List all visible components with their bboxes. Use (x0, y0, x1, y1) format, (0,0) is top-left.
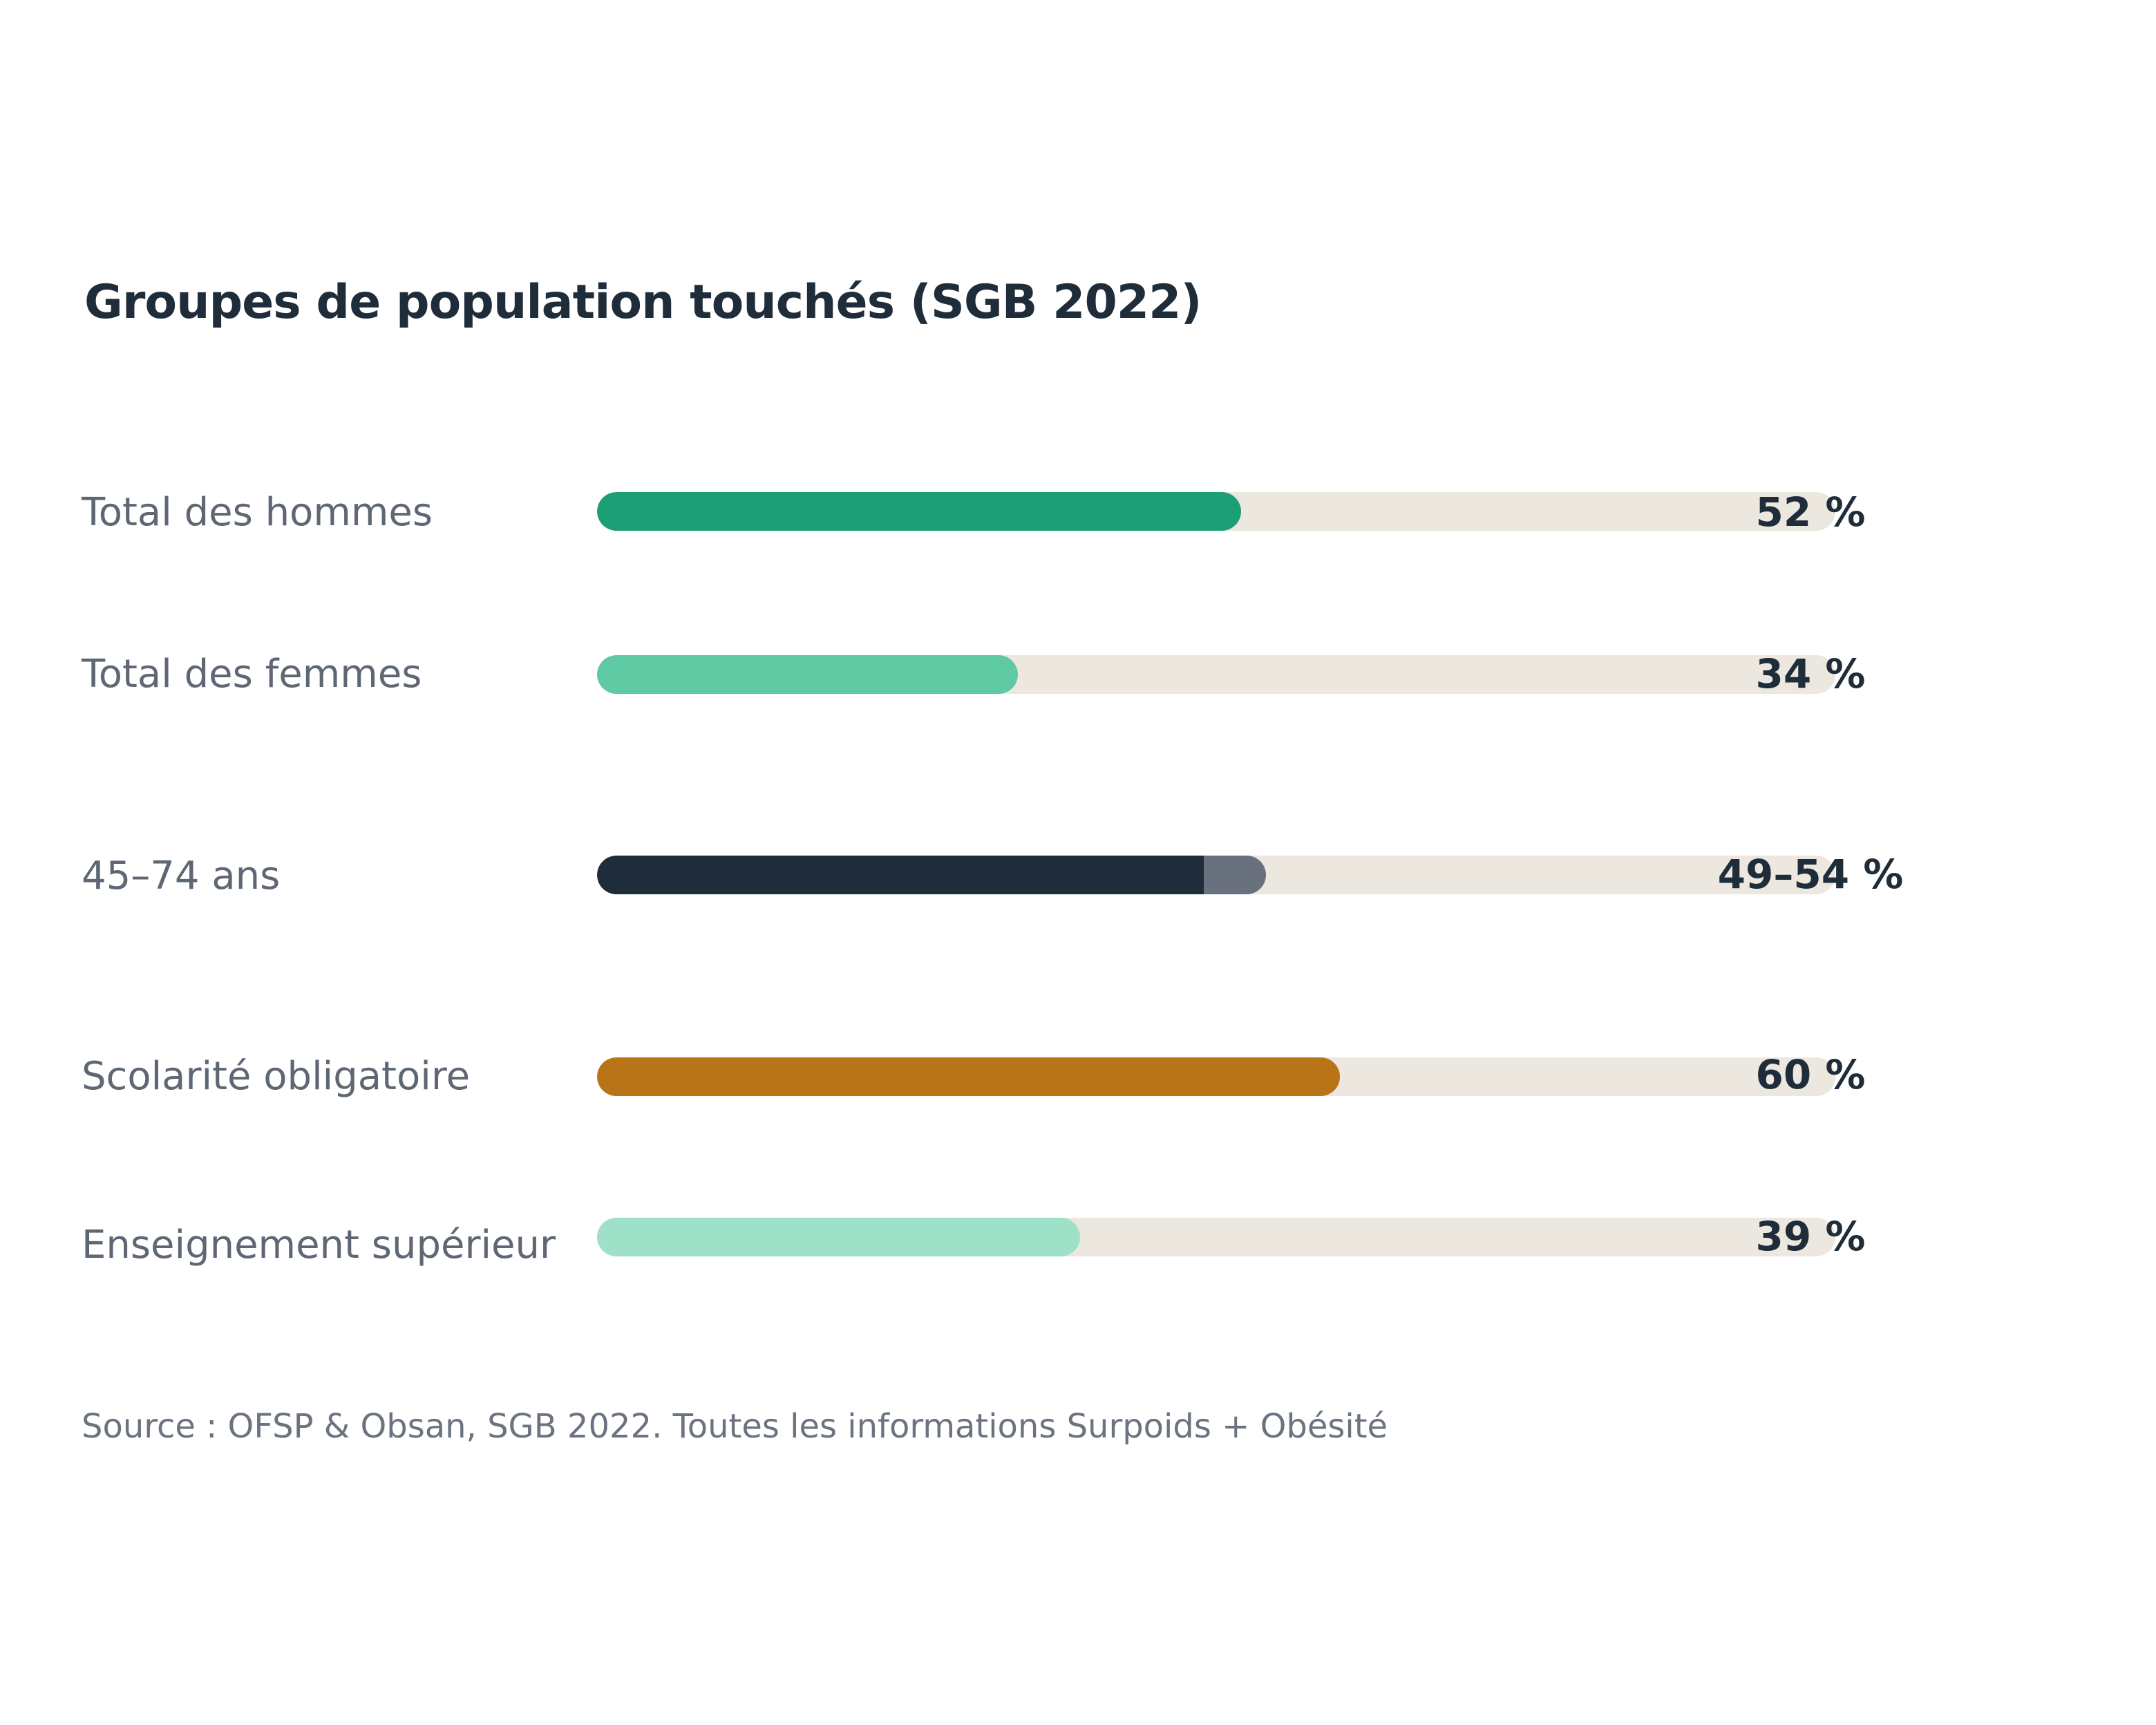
bar-label: Scolarité obligatoire (82, 1054, 471, 1099)
bar-track (597, 492, 1835, 531)
bar-value-label: 39 % (1755, 1213, 1866, 1260)
bar-track (597, 856, 1835, 894)
bar-fill (597, 1218, 1080, 1256)
source-note: Source : OFSP & Obsan, SGB 2022. Toutes … (82, 1407, 1388, 1446)
bar-track (597, 1218, 1835, 1256)
bar-fill (597, 655, 1019, 694)
bar-label: Enseignement supérieur (82, 1223, 556, 1267)
bar-value-label: 60 % (1755, 1051, 1866, 1098)
bar-track (597, 1057, 1835, 1096)
bar-label: Total des hommes (82, 490, 433, 535)
bar-label: Total des femmes (82, 652, 422, 697)
chart-title: Groupes de population touchés (SGB 2022) (84, 275, 1202, 330)
bar-range-low-fill (597, 856, 1204, 894)
bar-label: 45–74 ans (82, 854, 281, 898)
bar-track (597, 655, 1835, 694)
bar-fill (597, 492, 1241, 531)
bar-value-label: 34 % (1755, 650, 1866, 697)
bar-fill (597, 1057, 1341, 1096)
bar-value-label: 49–54 % (1717, 851, 1904, 898)
bar-value-label: 52 % (1755, 489, 1866, 536)
